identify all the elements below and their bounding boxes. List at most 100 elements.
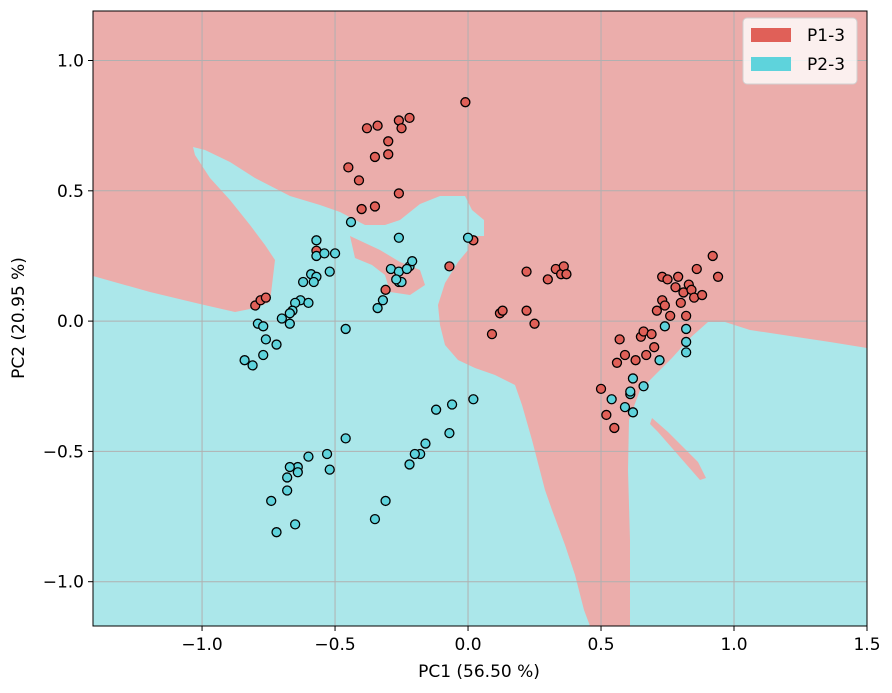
data-point-p1-3	[614, 334, 625, 345]
data-point-p1-3	[646, 328, 657, 340]
data-point-p1-3	[707, 250, 718, 262]
data-point-p2-3	[404, 459, 415, 470]
data-point-p2-3	[409, 448, 420, 460]
data-point-p2-3	[654, 355, 665, 366]
legend-label-p2-3: P2-3	[807, 55, 845, 75]
legend-swatch-p1-3	[751, 28, 791, 42]
region-p2-3-right	[628, 322, 867, 626]
data-point-p2-3	[282, 472, 293, 483]
data-point-p2-3	[625, 386, 636, 397]
data-point-p1-3	[383, 149, 394, 160]
data-point-p2-3	[420, 438, 431, 449]
legend-label-p1-3: P1-3	[807, 26, 845, 46]
data-point-p2-3	[284, 318, 295, 329]
x-tick-label: 1.0	[720, 635, 747, 655]
y-axis-label: PC2 (20.95 %)	[9, 257, 29, 379]
data-point-p2-3	[377, 295, 389, 306]
data-point-p2-3	[276, 313, 287, 324]
data-point-p2-3	[284, 308, 295, 319]
data-point-p1-3	[497, 305, 508, 316]
data-point-p2-3	[627, 373, 639, 384]
x-axis-label: PC1 (56.50 %)	[418, 662, 540, 682]
data-point-p1-3	[542, 274, 553, 285]
data-point-p2-3	[284, 461, 295, 473]
data-point-p2-3	[247, 360, 258, 371]
data-point-p2-3	[311, 235, 322, 246]
data-point-p1-3	[383, 136, 394, 147]
data-point-p2-3	[319, 248, 330, 259]
data-point-p2-3	[258, 349, 269, 361]
data-point-p2-3	[258, 321, 269, 332]
data-point-p2-3	[324, 464, 335, 475]
data-point-p2-3	[606, 394, 617, 405]
data-point-p2-3	[266, 495, 277, 507]
data-point-p1-3	[460, 97, 471, 108]
data-point-p1-3	[380, 284, 391, 295]
data-point-p2-3	[444, 428, 455, 439]
x-tick-label: −0.5	[314, 635, 355, 655]
data-point-p2-3	[401, 263, 413, 275]
data-point-p1-3	[665, 310, 676, 322]
decision-regions	[93, 11, 867, 626]
data-point-p1-3	[356, 203, 367, 215]
data-point-p1-3	[369, 151, 381, 163]
data-point-p1-3	[353, 175, 365, 186]
data-point-p2-3	[680, 347, 692, 358]
data-point-p2-3	[369, 514, 381, 525]
plot-frame	[92, 10, 868, 627]
data-point-p2-3	[430, 404, 442, 415]
data-point-p1-3	[444, 261, 455, 272]
legend-swatch-p2-3	[751, 57, 791, 71]
x-tick-label: 1.5	[853, 635, 880, 655]
data-point-p2-3	[638, 381, 649, 392]
data-point-p2-3	[391, 274, 402, 285]
grid-lines	[93, 11, 867, 626]
y-tick-label: 0.5	[57, 182, 84, 202]
data-point-p2-3	[321, 448, 333, 460]
data-point-p1-3	[529, 318, 540, 329]
data-point-p2-3	[303, 297, 314, 309]
data-point-p1-3	[609, 422, 620, 434]
data-point-p2-3	[340, 323, 351, 335]
data-point-p1-3	[630, 355, 641, 366]
data-point-p1-3	[696, 289, 708, 301]
data-point-p1-3	[396, 123, 407, 134]
data-point-p2-3	[329, 248, 341, 259]
data-point-p2-3	[380, 495, 391, 507]
data-points	[239, 97, 724, 538]
data-point-p1-3	[361, 123, 373, 134]
data-point-p1-3	[601, 409, 612, 421]
x-axis-ticks: −1.0 −0.5 0.0 0.5 1.0 1.5	[181, 626, 881, 655]
data-point-p2-3	[680, 323, 692, 335]
data-point-p1-3	[372, 120, 383, 131]
data-point-p2-3	[289, 519, 301, 530]
y-tick-label: 0.0	[57, 312, 84, 332]
data-point-p1-3	[673, 271, 684, 282]
data-point-p2-3	[292, 467, 303, 478]
data-point-p1-3	[521, 305, 532, 316]
data-point-p1-3	[611, 357, 623, 368]
data-point-p1-3	[260, 292, 272, 303]
data-point-p1-3	[651, 305, 663, 316]
data-point-p2-3	[680, 336, 692, 348]
data-point-p1-3	[595, 383, 607, 395]
x-tick-label: 0.0	[455, 635, 482, 655]
data-point-p1-3	[662, 274, 673, 285]
y-axis-ticks: −1.0 −0.5 0.0 0.5 1.0	[43, 52, 93, 593]
region-p1-3-inner-right	[650, 418, 706, 480]
data-point-p2-3	[282, 485, 293, 496]
data-point-p2-3	[308, 276, 319, 288]
data-point-p1-3	[619, 349, 631, 361]
data-point-p1-3	[649, 342, 660, 353]
data-point-p2-3	[619, 401, 631, 413]
data-point-p1-3	[486, 328, 498, 340]
data-point-p1-3	[712, 271, 724, 282]
y-tick-label: −0.5	[43, 442, 84, 462]
data-point-p2-3	[468, 394, 479, 405]
data-point-p2-3	[627, 407, 639, 418]
y-tick-label: −1.0	[43, 573, 84, 593]
legend: P1-3 P2-3	[742, 17, 858, 85]
data-point-p2-3	[297, 276, 309, 288]
data-point-p2-3	[372, 302, 383, 314]
